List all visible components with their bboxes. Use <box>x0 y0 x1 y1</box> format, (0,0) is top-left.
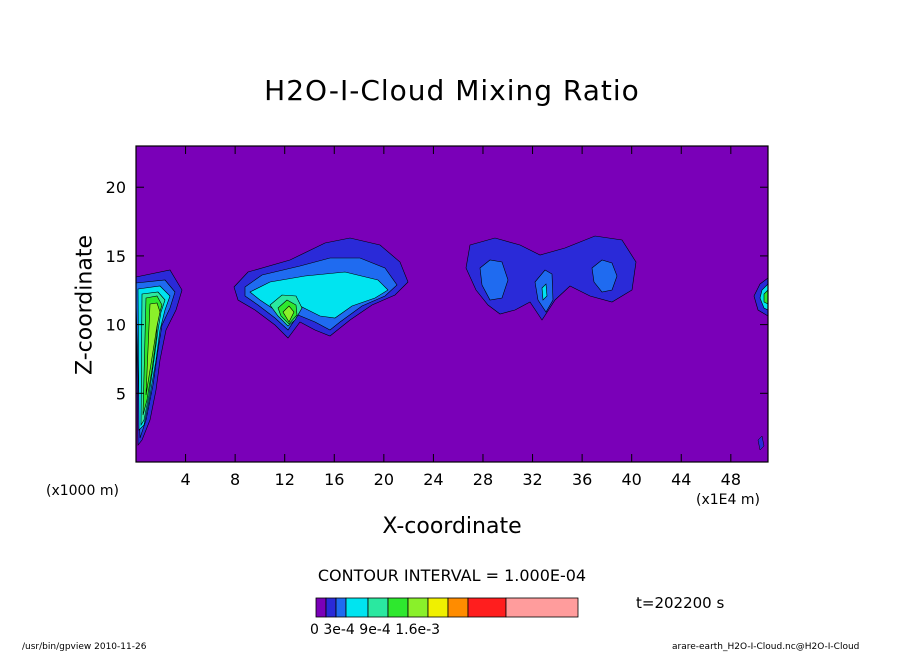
colorbar-swatch-2 <box>335 597 347 618</box>
time-label: t=202200 s <box>636 594 725 612</box>
x-unit-label: (x1000 m) <box>46 483 119 499</box>
x-tick-label: 48 <box>721 470 741 489</box>
colorbar-swatch-10 <box>505 597 579 618</box>
colorbar-swatch-4 <box>367 597 389 618</box>
colorbar-swatch-6 <box>407 597 429 618</box>
x-tick-label: 16 <box>324 470 344 489</box>
x-tick-label: 4 <box>180 470 190 489</box>
colorbar-tick-labels: 0 3e-4 9e-4 1.6e-3 <box>310 622 441 638</box>
y-axis-ticks: 5 10 15 20 <box>106 178 768 403</box>
colorbar-swatch-9 <box>467 597 507 618</box>
plot-frame <box>135 145 769 463</box>
cloud-x33 <box>465 235 637 321</box>
colorbar-swatch-3 <box>345 597 369 618</box>
x-tick-label: 28 <box>473 470 493 489</box>
colorbar-swatch-7 <box>427 597 449 618</box>
footer-left: /usr/bin/gpview 2010-11-26 <box>22 642 147 652</box>
colorbar-swatch-0 <box>315 597 327 618</box>
plot-area <box>136 146 768 462</box>
x-unit-label-secondary: (x1E4 m) <box>696 492 760 508</box>
y-axis-label: Z-coordinate <box>72 235 98 375</box>
y-tick-label: 15 <box>106 247 126 266</box>
x-tick-label: 32 <box>522 470 542 489</box>
x-tick-label: 44 <box>671 470 691 489</box>
colorbar-swatch-8 <box>447 597 469 618</box>
y-tick-label: 5 <box>116 384 126 403</box>
cloud-left-edge <box>135 269 183 446</box>
colorbar <box>315 597 579 618</box>
x-tick-label: 24 <box>423 470 443 489</box>
x-tick-label: 8 <box>230 470 240 489</box>
x-tick-label: 20 <box>374 470 394 489</box>
chart-title: H2O-I-Cloud Mixing Ratio <box>264 74 640 107</box>
y-tick-label: 10 <box>106 316 126 335</box>
colorbar-swatch-1 <box>325 597 337 618</box>
x-tick-label: 36 <box>572 470 592 489</box>
y-tick-label: 20 <box>106 178 126 197</box>
x-axis-label: X-coordinate <box>382 514 522 539</box>
footer-right: arare-earth_H2O-I-Cloud.nc@H2O-I-Cloud <box>672 642 860 652</box>
x-tick-label: 12 <box>275 470 295 489</box>
x-tick-label: 40 <box>622 470 642 489</box>
colorbar-swatch-5 <box>387 597 409 618</box>
cloud-x16 <box>233 237 409 339</box>
contour-interval-label: CONTOUR INTERVAL = 1.000E-04 <box>317 566 587 585</box>
x-axis-ticks: 4 8 12 16 20 24 28 32 36 40 44 48 <box>180 146 741 489</box>
